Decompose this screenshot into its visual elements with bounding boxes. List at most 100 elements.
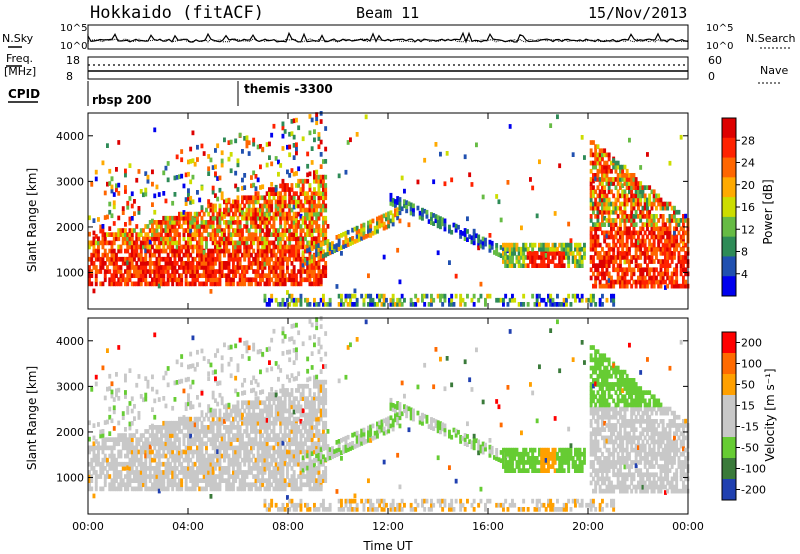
scatter-cell [108, 431, 112, 436]
scatter-cell [283, 240, 287, 246]
scatter-cell [133, 453, 136, 459]
scatter-cell [191, 461, 195, 467]
scatter-cell [166, 482, 170, 488]
scatter-cell [146, 240, 150, 246]
scatter-cell [630, 218, 634, 223]
scatter-cell [119, 265, 123, 270]
scatter-cell [207, 256, 211, 262]
scatter-cell [646, 246, 649, 252]
scatter-cell [241, 482, 244, 488]
scatter-cell [630, 214, 634, 219]
scatter-cell [259, 232, 262, 237]
scatter-cell [214, 398, 217, 403]
scatter-cell [227, 445, 231, 451]
scatter-cell [124, 228, 127, 233]
scatter-cell [200, 281, 204, 287]
scatter-cell [256, 449, 260, 455]
scatter-cell [283, 277, 287, 283]
scatter-cell [232, 404, 235, 410]
scatter-cell [234, 138, 238, 144]
scatter-cell [209, 437, 213, 442]
scatter-cell [349, 137, 352, 143]
scatter-cell [673, 238, 676, 244]
scatter-cell [92, 493, 96, 499]
scatter-cell [126, 269, 130, 274]
scatter-cell [270, 498, 274, 504]
scatter-cell [598, 156, 602, 162]
scatter-cell [90, 261, 94, 266]
scatter-cell [621, 193, 625, 199]
scatter-cell [135, 478, 139, 483]
scatter-cell [292, 433, 296, 438]
scatter-cell [279, 404, 283, 410]
scatter-cell [234, 244, 238, 250]
scatter-cell [301, 250, 305, 256]
scatter-cell [560, 251, 564, 256]
scatter-cell [97, 244, 100, 250]
scatter-cell [643, 185, 647, 190]
scatter-cell [637, 181, 640, 186]
scatter-cell [522, 263, 526, 268]
scatter-cell [598, 263, 602, 268]
scatter-cell [616, 177, 620, 182]
scatter-cell [247, 281, 251, 287]
scatter-cell [292, 265, 296, 270]
scatter-cell [538, 246, 541, 252]
beam-title: Beam 11 [356, 4, 419, 22]
scatter-cell [391, 302, 395, 307]
scatter-cell [182, 236, 186, 242]
scatter-cell [594, 152, 598, 158]
scatter-cell [304, 236, 307, 242]
scatter-cell [592, 297, 595, 303]
scatter-cell [398, 197, 402, 202]
scatter-cell [216, 232, 220, 237]
scatter-cell [567, 221, 571, 227]
scatter-cell [612, 297, 616, 303]
scatter-cell [198, 437, 202, 442]
scatter-cell [641, 222, 645, 227]
scatter-cell [432, 297, 436, 303]
scatter-cell [279, 420, 283, 426]
scatter-cell [180, 273, 184, 278]
scatter-cell [155, 482, 159, 488]
scatter-cell [261, 195, 265, 201]
scatter-cell [277, 453, 280, 459]
scatter-cell [502, 255, 505, 260]
scatter-cell [265, 302, 269, 307]
scatter-cell [279, 236, 283, 242]
scatter-cell [189, 416, 193, 422]
scatter-cell [241, 185, 244, 191]
scatter-cell [598, 302, 602, 307]
scatter-cell [178, 240, 181, 246]
scatter-cell [589, 152, 593, 158]
scatter-cell [463, 232, 467, 237]
scatter-cell [542, 242, 546, 248]
scatter-cell [659, 251, 663, 256]
scatter-cell [108, 261, 112, 266]
scatter-cell [288, 252, 292, 258]
scatter-cell [643, 201, 647, 207]
scatter-cell [250, 232, 253, 237]
scatter-cell [328, 242, 332, 247]
scatter-cell [274, 187, 278, 193]
scatter-cell [139, 232, 143, 237]
scatter-cell [322, 273, 325, 278]
scatter-cell [124, 168, 127, 174]
scatter-cell [351, 236, 355, 241]
scatter-cell [187, 416, 190, 422]
scatter-cell [241, 457, 244, 463]
scatter-cell [189, 179, 193, 185]
scatter-cell [468, 172, 472, 178]
scatter-cell [193, 211, 197, 217]
scatter-cell [517, 259, 521, 264]
scatter-cell [245, 228, 249, 233]
scatter-cell [297, 252, 301, 258]
scatter-cell [299, 240, 303, 246]
scatter-cell [261, 466, 265, 471]
scatter-cell [184, 197, 188, 202]
scatter-cell [128, 457, 132, 463]
scatter-cell [576, 263, 580, 268]
scatter-cell [310, 261, 314, 266]
scatter-cell [589, 255, 593, 260]
scatter-cell [378, 293, 382, 299]
